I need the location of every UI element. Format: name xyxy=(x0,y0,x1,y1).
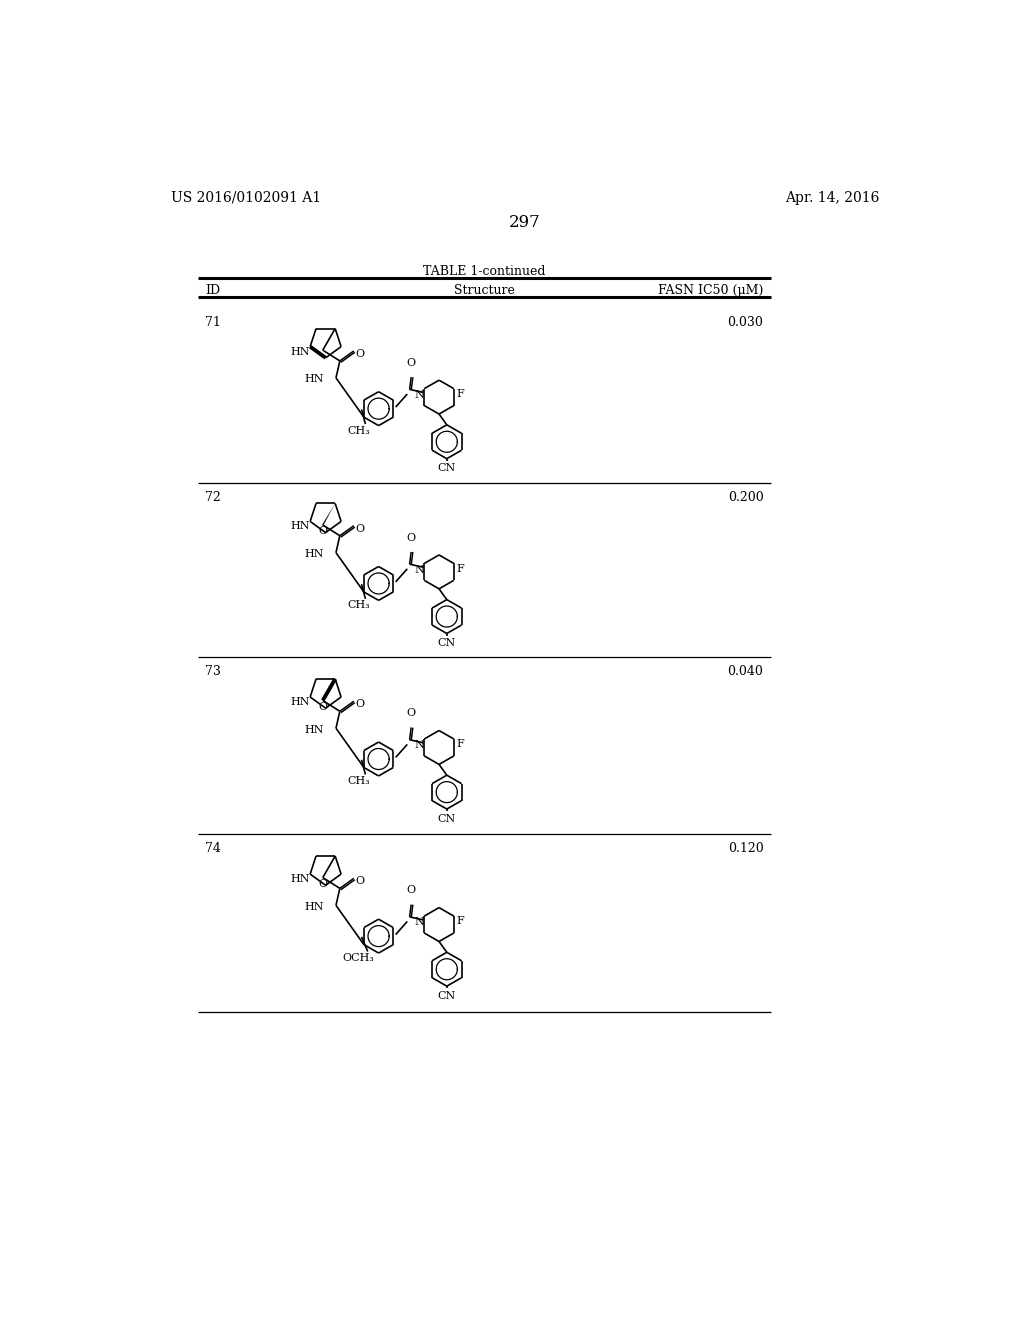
Text: FASN IC50 (μM): FASN IC50 (μM) xyxy=(658,284,764,297)
Text: CN: CN xyxy=(437,813,456,824)
Text: CN: CN xyxy=(437,638,456,648)
Text: Apr. 14, 2016: Apr. 14, 2016 xyxy=(784,191,879,205)
Text: 297: 297 xyxy=(509,214,541,231)
Text: HN: HN xyxy=(291,347,310,356)
Text: N: N xyxy=(414,917,424,927)
Text: O: O xyxy=(407,358,416,368)
Text: HN: HN xyxy=(291,697,310,708)
Text: F: F xyxy=(457,739,465,750)
Text: 0.200: 0.200 xyxy=(728,491,764,504)
Text: HN: HN xyxy=(304,902,324,912)
Text: N: N xyxy=(414,389,424,400)
Text: F: F xyxy=(457,389,465,399)
Text: 0.120: 0.120 xyxy=(728,842,764,855)
Text: O: O xyxy=(355,700,365,709)
Text: N: N xyxy=(414,565,424,574)
Text: HN: HN xyxy=(291,521,310,532)
Text: 71: 71 xyxy=(206,317,221,329)
Text: ID: ID xyxy=(206,284,220,297)
Text: CN: CN xyxy=(437,463,456,474)
Text: 0.030: 0.030 xyxy=(728,317,764,329)
Text: 0.040: 0.040 xyxy=(728,665,764,678)
Text: O: O xyxy=(407,886,416,895)
Text: OCH₃: OCH₃ xyxy=(342,953,375,964)
Text: CH₃: CH₃ xyxy=(347,776,370,785)
Text: CN: CN xyxy=(437,991,456,1001)
Text: F: F xyxy=(457,564,465,574)
Text: O: O xyxy=(407,709,416,718)
Text: HN: HN xyxy=(304,549,324,560)
Text: O: O xyxy=(355,524,365,533)
Text: O: O xyxy=(318,527,327,536)
Text: TABLE 1-continued: TABLE 1-continued xyxy=(423,264,546,277)
Text: O: O xyxy=(318,879,327,890)
Text: F: F xyxy=(457,916,465,927)
Text: N: N xyxy=(414,741,424,750)
Text: O: O xyxy=(407,533,416,543)
Text: CH₃: CH₃ xyxy=(347,601,370,610)
Text: CH₃: CH₃ xyxy=(347,425,370,436)
Text: 74: 74 xyxy=(206,842,221,855)
Text: O: O xyxy=(355,876,365,887)
Text: 72: 72 xyxy=(206,491,221,504)
Text: HN: HN xyxy=(304,725,324,735)
Text: O: O xyxy=(355,348,365,359)
Text: Structure: Structure xyxy=(454,284,515,297)
Text: 73: 73 xyxy=(206,665,221,678)
Text: US 2016/0102091 A1: US 2016/0102091 A1 xyxy=(171,191,321,205)
Text: HN: HN xyxy=(304,375,324,384)
Text: HN: HN xyxy=(291,874,310,884)
Polygon shape xyxy=(322,503,335,525)
Text: O: O xyxy=(318,702,327,711)
